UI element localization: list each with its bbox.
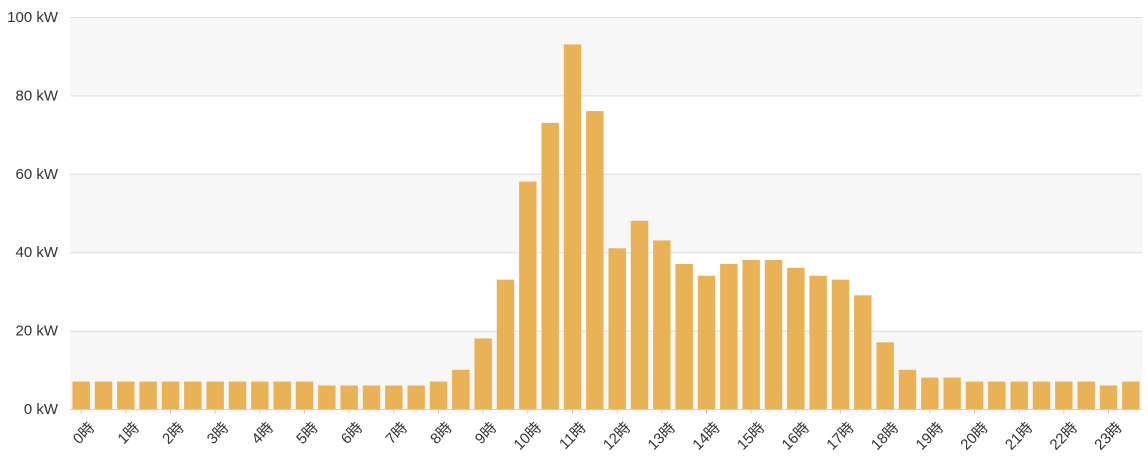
bar bbox=[1055, 381, 1073, 409]
bar bbox=[139, 381, 157, 409]
bar bbox=[586, 111, 604, 409]
bar bbox=[318, 385, 336, 409]
x-tick-label: 10時 bbox=[511, 419, 545, 453]
y-tick-label: 80 kW bbox=[15, 87, 58, 104]
y-tick-label: 0 kW bbox=[24, 401, 59, 418]
x-tick-label: 17時 bbox=[823, 419, 857, 453]
x-tick-label: 1時 bbox=[114, 419, 143, 448]
bar bbox=[1077, 381, 1095, 409]
bar bbox=[1032, 381, 1051, 409]
bar bbox=[452, 369, 470, 409]
x-tick-label: 5時 bbox=[293, 419, 322, 448]
plot-band-2 bbox=[70, 173, 1142, 253]
bar bbox=[898, 369, 917, 409]
bar bbox=[407, 385, 425, 409]
bar bbox=[720, 263, 738, 409]
x-tick-label: 22時 bbox=[1047, 419, 1081, 453]
bar-series bbox=[72, 44, 1140, 409]
bar bbox=[94, 381, 113, 409]
x-tick-label: 20時 bbox=[957, 419, 991, 453]
bar bbox=[496, 279, 515, 409]
bar bbox=[340, 385, 358, 409]
bar bbox=[809, 275, 827, 409]
y-tick-label: 20 kW bbox=[15, 323, 58, 340]
x-tick-label: 13時 bbox=[645, 419, 679, 453]
bar bbox=[251, 381, 269, 409]
x-tick-label: 16時 bbox=[779, 419, 813, 453]
x-tick-label: 9時 bbox=[472, 419, 501, 448]
bar bbox=[1099, 385, 1118, 409]
bar bbox=[474, 338, 492, 409]
bar bbox=[541, 122, 559, 409]
bar bbox=[787, 267, 805, 409]
bar bbox=[854, 295, 872, 409]
x-tick-label: 6時 bbox=[338, 419, 367, 448]
bar bbox=[675, 263, 693, 409]
bar bbox=[608, 248, 626, 409]
bar bbox=[362, 385, 381, 409]
x-tick-label: 0時 bbox=[70, 419, 99, 448]
bar bbox=[965, 381, 984, 409]
bar bbox=[161, 381, 180, 409]
y-gridlines bbox=[70, 17, 1142, 332]
bar bbox=[630, 220, 649, 409]
x-tick-label: 11時 bbox=[556, 419, 590, 453]
y-tick-label: 60 kW bbox=[15, 166, 58, 183]
x-tick-label: 15時 bbox=[734, 419, 768, 453]
bar bbox=[1010, 381, 1028, 409]
bar bbox=[1122, 381, 1140, 409]
x-tick-label: 21時 bbox=[1002, 419, 1036, 453]
x-tick-label: 19時 bbox=[913, 419, 947, 453]
plot-band-0 bbox=[70, 330, 1142, 409]
bar bbox=[876, 342, 894, 409]
bar bbox=[519, 181, 537, 409]
bar bbox=[921, 377, 939, 409]
x-tick-label: 4時 bbox=[248, 419, 277, 448]
y-axis-tick-labels: 0 kW 20 kW 40 kW 60 kW 80 kW 100 kW bbox=[7, 9, 59, 418]
bar bbox=[831, 279, 850, 409]
x-tick-label: 18時 bbox=[868, 419, 902, 453]
bar bbox=[988, 381, 1006, 409]
plot-band-4 bbox=[70, 17, 1142, 96]
x-tick-label: 14時 bbox=[689, 419, 723, 453]
plot-background-bands bbox=[70, 17, 1142, 409]
x-tick-label: 12時 bbox=[600, 419, 634, 453]
x-tick-label: 3時 bbox=[204, 419, 233, 448]
bar bbox=[228, 381, 247, 409]
bar bbox=[184, 381, 202, 409]
y-tick-label: 100 kW bbox=[7, 9, 59, 26]
bar bbox=[653, 240, 671, 409]
bar bbox=[429, 381, 448, 409]
bar bbox=[385, 385, 403, 409]
bar bbox=[764, 260, 783, 409]
bar bbox=[697, 275, 716, 409]
bar bbox=[206, 381, 224, 409]
x-tick-label: 7時 bbox=[382, 419, 411, 448]
bar bbox=[72, 381, 90, 409]
bar bbox=[943, 377, 961, 409]
bar bbox=[295, 381, 314, 409]
bar bbox=[273, 381, 291, 409]
bar bbox=[117, 381, 135, 409]
x-tick-label: 23時 bbox=[1091, 419, 1125, 453]
bar bbox=[742, 260, 760, 409]
x-tick-label: 2時 bbox=[159, 419, 188, 448]
bar bbox=[563, 44, 582, 409]
x-axis-tick-labels: 0時 1時 2時 3時 4時 5時 6時 7時 8時 9時 10時 11時 12時 13時 14時 15時 16… bbox=[70, 409, 1126, 454]
y-tick-label: 40 kW bbox=[15, 244, 58, 261]
x-tick-label: 8時 bbox=[427, 419, 456, 448]
